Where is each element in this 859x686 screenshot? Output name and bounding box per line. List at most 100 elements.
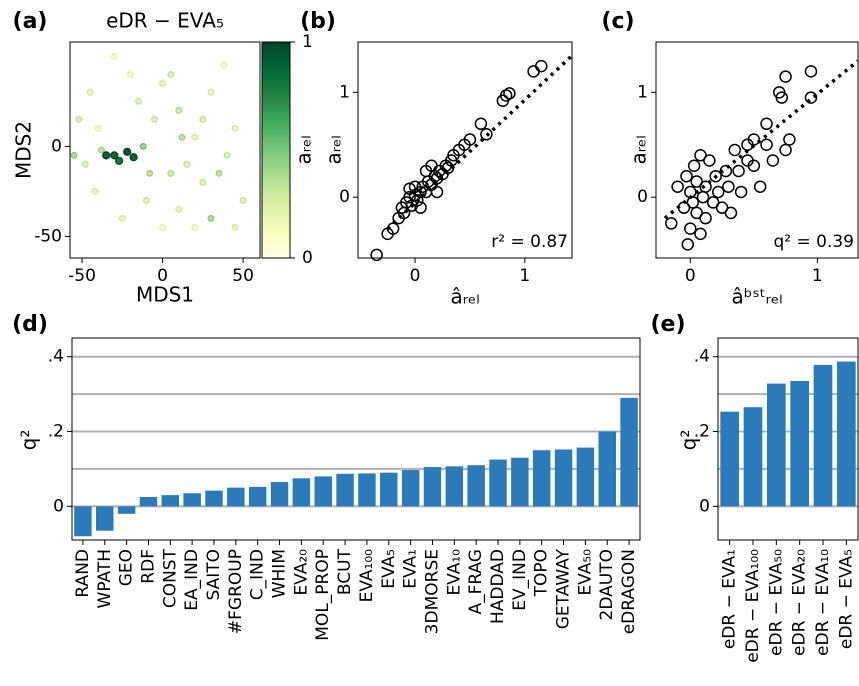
point: [183, 160, 191, 168]
y-axis-label: MDS2: [12, 121, 36, 179]
point: [724, 206, 738, 220]
bar: [423, 467, 442, 507]
bar: [837, 361, 856, 507]
point: [684, 222, 697, 235]
bar: [743, 407, 763, 507]
point: [804, 91, 818, 104]
point: [734, 185, 748, 199]
point: [804, 65, 818, 78]
x-tick-label: eDR − EVA₅₀: [766, 549, 786, 656]
point: [146, 169, 154, 177]
bar: [511, 457, 529, 507]
point: [499, 89, 513, 102]
point: [231, 124, 239, 132]
y-tick-label: .4: [48, 347, 64, 367]
axes-frame: [717, 337, 859, 541]
colorbar-tick-label: 1: [302, 32, 313, 52]
point: [779, 70, 792, 83]
point: [231, 223, 239, 231]
x-tick-label: TOPO: [532, 549, 552, 597]
point: [178, 133, 186, 141]
point: [722, 180, 735, 193]
point: [779, 143, 792, 157]
x-tick-label: eDR − EVA₁: [720, 549, 740, 649]
bar: [314, 476, 332, 507]
point: [732, 164, 745, 178]
panel: (c) âᵇˢᵗᵣₑₗ aᵣₑₗ 0 1 0 1 q² = 0.39: [601, 9, 859, 309]
bar: [767, 383, 786, 507]
x-tick-label: RDF: [138, 549, 158, 584]
x-tick-label: -50: [68, 266, 96, 286]
point: [81, 160, 89, 168]
point: [760, 117, 773, 131]
bar: [532, 450, 551, 507]
bar: [489, 459, 507, 507]
bar: [96, 506, 114, 531]
bar: [598, 431, 616, 507]
x-tick-label: 2DAUTO: [597, 549, 617, 620]
point: [709, 169, 722, 183]
bar: [248, 486, 267, 507]
point: [712, 185, 725, 199]
axes-frame: [69, 41, 261, 259]
point: [167, 169, 175, 177]
colorbar-tick-label: 0: [302, 248, 313, 268]
bar: [358, 473, 376, 507]
point: [159, 223, 166, 231]
bar: [554, 449, 573, 507]
point: [703, 154, 716, 167]
point: [783, 133, 796, 146]
y-axis-label: q²: [677, 430, 701, 451]
point: [463, 133, 477, 146]
x-tick-label: 1: [519, 266, 530, 286]
annotation: q² = 0.39: [773, 232, 854, 252]
point: [159, 79, 166, 87]
y-axis-label: aᵣₑₗ: [627, 135, 651, 164]
point: [118, 214, 126, 222]
bar: [74, 506, 92, 537]
point: [775, 91, 789, 104]
y-tick-label: .2: [694, 422, 710, 442]
x-tick-label: MOL_PROP: [313, 549, 333, 641]
annotation: r² = 0.87: [491, 232, 568, 252]
point: [414, 201, 427, 214]
y-tick-label: .2: [48, 422, 64, 442]
point: [403, 190, 416, 204]
point: [191, 133, 199, 141]
point: [766, 154, 780, 167]
y-tick-label: 0: [53, 496, 64, 516]
point: [680, 169, 693, 183]
point: [239, 196, 247, 204]
bar: [117, 506, 136, 514]
point: [167, 70, 175, 78]
x-tick-label: C_IND: [248, 549, 268, 600]
point: [175, 106, 183, 114]
y-tick-label: -50: [34, 226, 62, 246]
point: [370, 248, 383, 262]
panel-label: (a): [13, 9, 48, 34]
point: [199, 178, 207, 186]
x-tick-label: EVA₁₀: [444, 549, 464, 596]
x-tick-label: #FGROUP: [226, 549, 246, 634]
chart-title: eDR − EVA₅: [106, 9, 224, 33]
point: [408, 180, 422, 193]
x-tick-label: 1: [812, 266, 823, 286]
point: [97, 146, 105, 154]
panel-label: (c): [601, 9, 634, 34]
panel-label: (b): [300, 9, 336, 34]
point: [694, 227, 707, 241]
x-tick-label: SAITO: [204, 549, 224, 601]
point: [94, 124, 102, 132]
bar: [227, 487, 245, 507]
x-tick-label: 0: [157, 266, 168, 286]
bar: [401, 470, 420, 507]
point: [503, 87, 516, 100]
point: [143, 196, 150, 204]
point: [386, 222, 400, 235]
x-tick-label: WHIM: [270, 549, 290, 598]
point: [753, 180, 767, 193]
x-tick-label: eDR − EVA₁₀: [813, 549, 833, 656]
x-tick-label: eDR − EVA₅: [836, 549, 856, 649]
